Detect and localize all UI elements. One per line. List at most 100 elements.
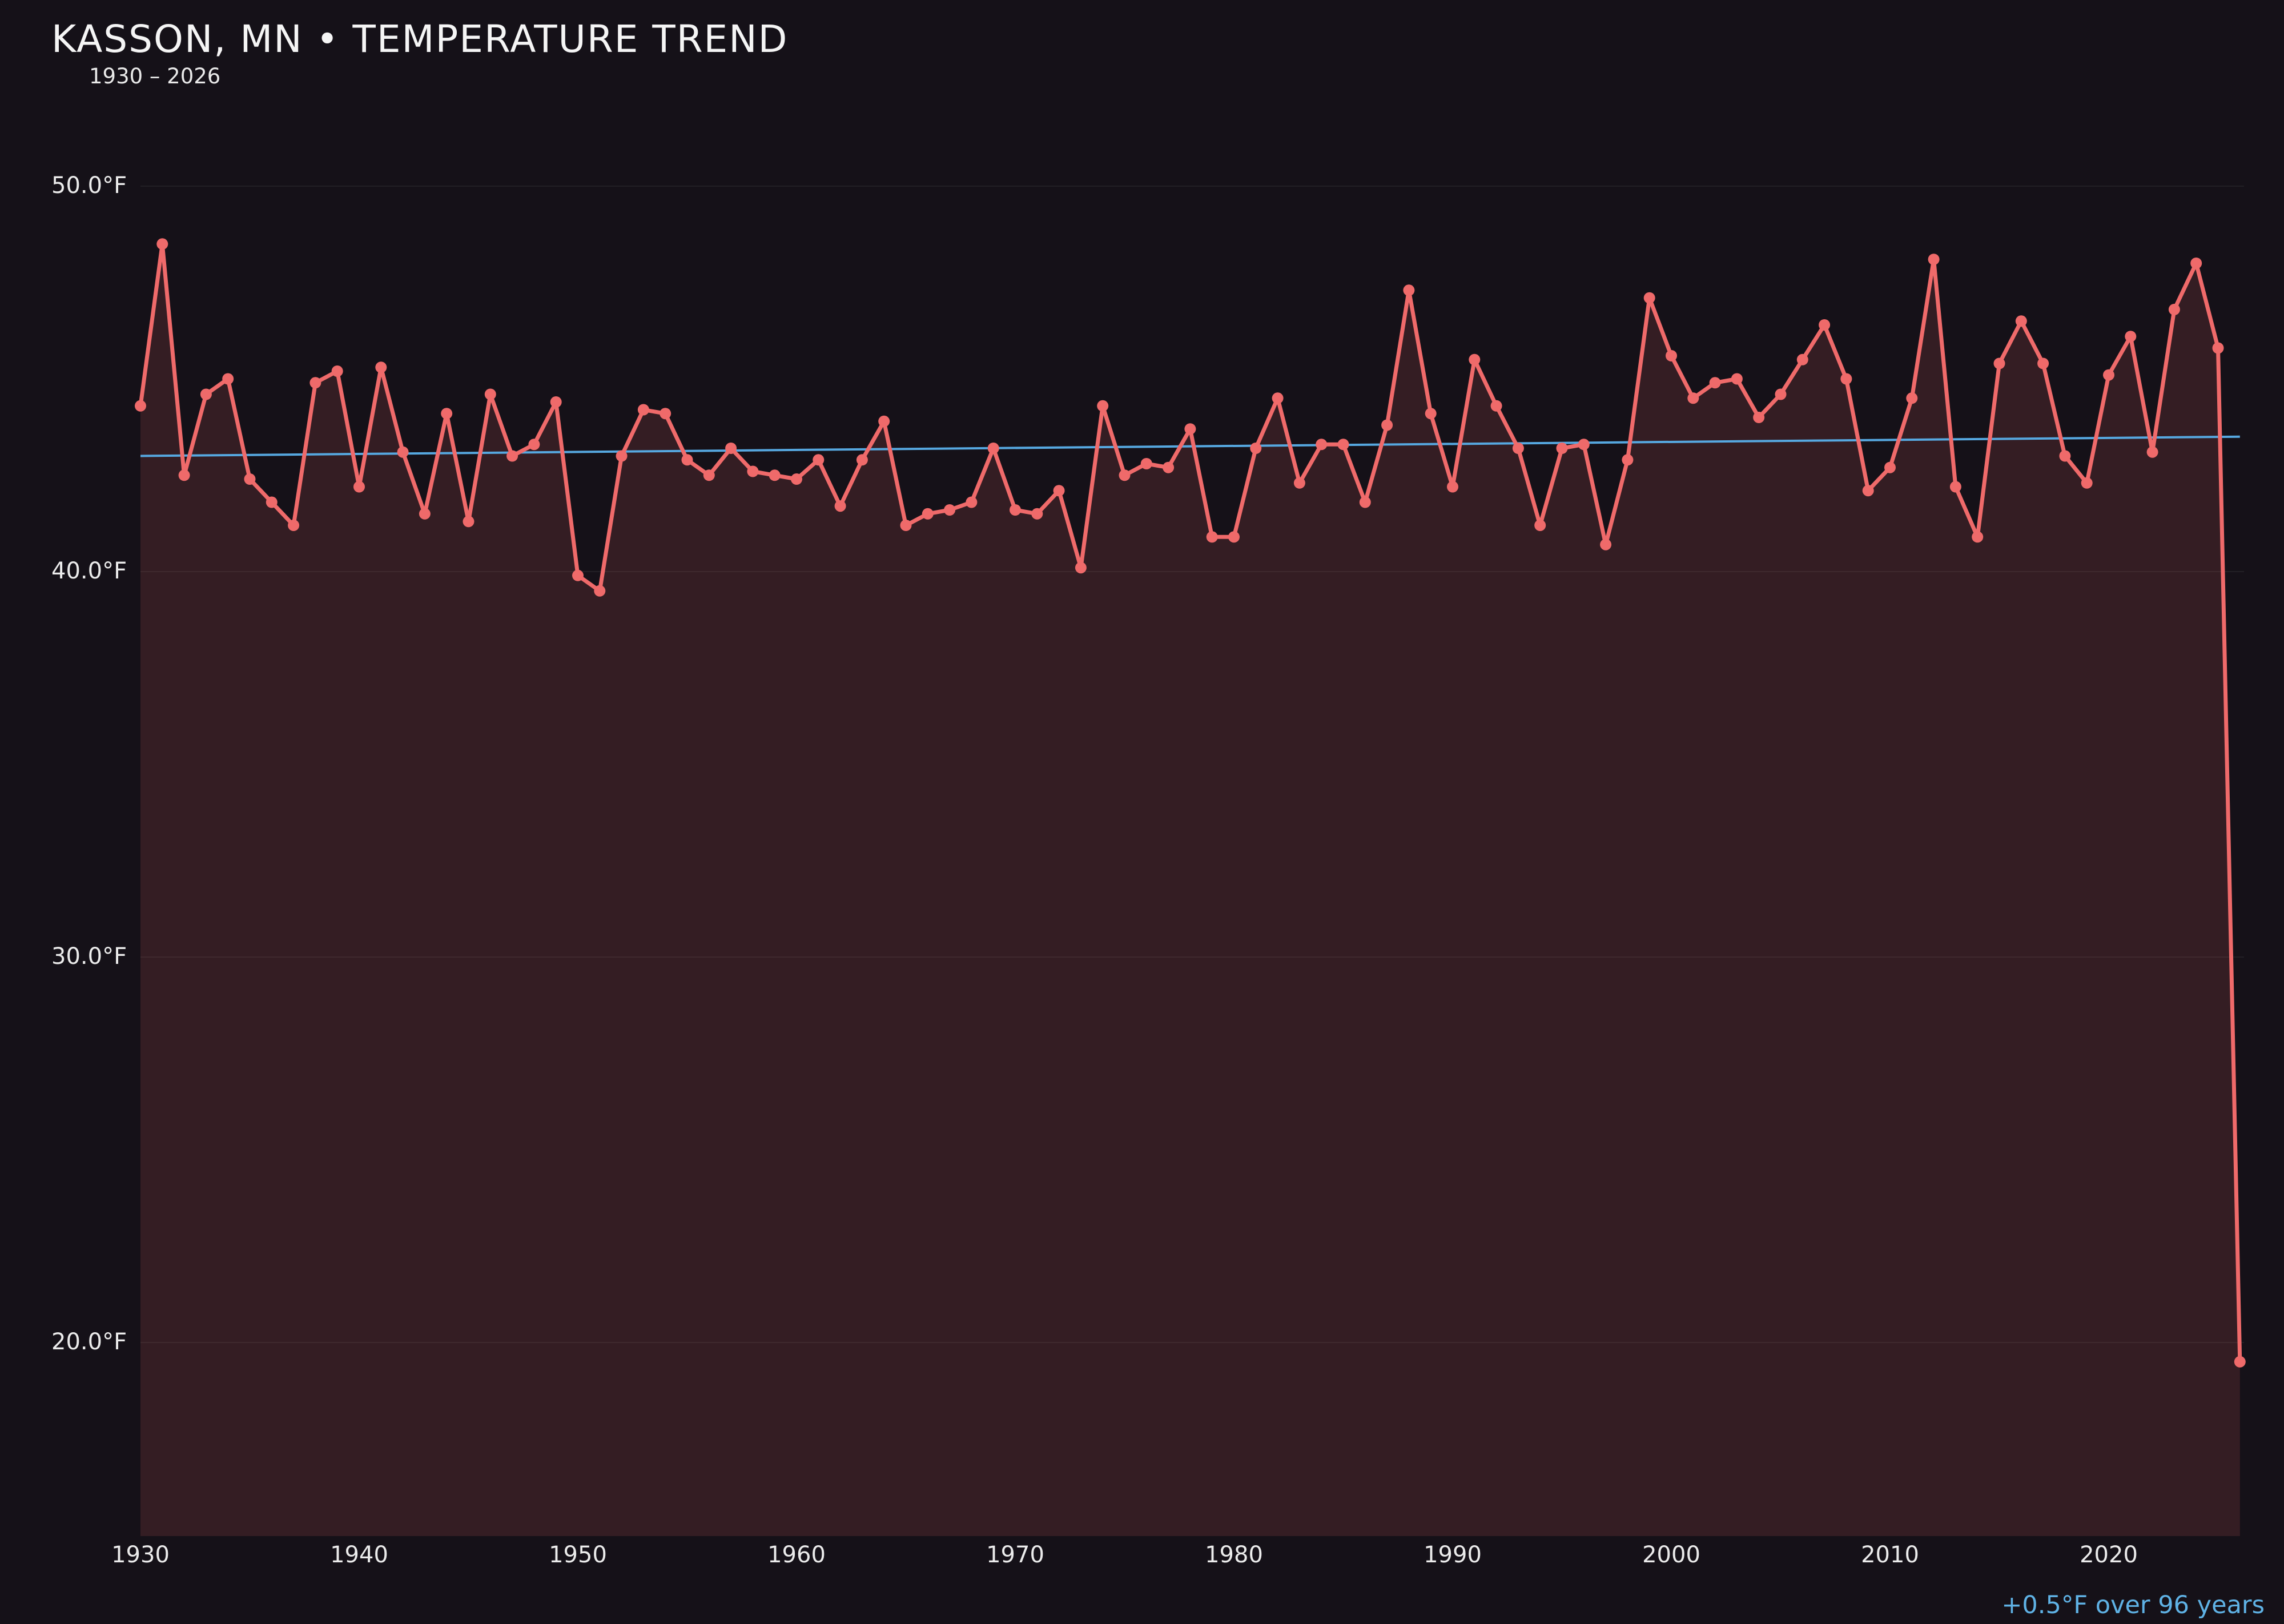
data-point: [135, 400, 146, 412]
data-point: [747, 465, 759, 477]
data-point: [1512, 443, 1524, 454]
x-tick-label: 1970: [986, 1542, 1044, 1568]
data-point: [1687, 392, 1699, 404]
data-point: [791, 473, 802, 485]
data-point: [1775, 388, 1787, 400]
data-point: [1359, 496, 1371, 508]
data-point: [1972, 531, 1984, 543]
gridlines: [140, 186, 2244, 1343]
data-point: [375, 361, 387, 373]
data-point: [1031, 508, 1043, 520]
x-tick-label: 1930: [111, 1542, 170, 1568]
data-point: [222, 373, 234, 385]
data-point: [1949, 481, 1961, 493]
data-point: [725, 443, 737, 454]
data-point: [266, 496, 278, 508]
data-point: [769, 469, 781, 481]
data-point: [1447, 481, 1458, 493]
x-tick-label: 2020: [2080, 1542, 2138, 1568]
data-point: [856, 454, 868, 466]
data-point: [1578, 439, 1590, 451]
data-point: [2037, 357, 2049, 369]
data-point: [463, 516, 475, 528]
data-point: [1053, 485, 1065, 497]
data-point: [2125, 331, 2137, 343]
data-point: [1184, 423, 1196, 435]
trend-line: [140, 435, 2240, 457]
temperature-area-fill: [140, 244, 2240, 1536]
data-point: [1993, 357, 2005, 369]
data-point: [1643, 292, 1655, 304]
data-point: [2146, 446, 2158, 458]
data-point: [681, 454, 693, 466]
y-tick-label: 20.0°F: [51, 1329, 127, 1355]
data-point: [1206, 531, 1218, 543]
temperature-points: [135, 238, 2246, 1368]
x-tick-label: 1940: [330, 1542, 388, 1568]
data-point: [397, 446, 409, 458]
data-point: [1556, 443, 1568, 454]
data-point: [1272, 392, 1284, 404]
data-point: [616, 450, 628, 462]
data-point: [1337, 439, 1349, 451]
data-point: [1906, 392, 1918, 404]
data-point: [572, 569, 584, 581]
x-tick-label: 1990: [1424, 1542, 1482, 1568]
data-point: [1228, 531, 1240, 543]
data-point: [1403, 284, 1415, 296]
data-point: [966, 496, 978, 508]
data-point: [813, 454, 825, 466]
data-point: [1534, 520, 1546, 531]
data-point: [834, 500, 846, 512]
data-point: [1097, 400, 1109, 412]
data-point: [244, 473, 256, 485]
x-tick-label: 2010: [1861, 1542, 1919, 1568]
data-point: [550, 396, 562, 408]
data-point: [900, 520, 912, 531]
data-point: [1293, 477, 1305, 489]
x-tick-label: 1950: [549, 1542, 607, 1568]
data-point: [703, 469, 715, 481]
data-point: [1381, 419, 1393, 431]
chart-title: KASSON, MN • TEMPERATURE TREND: [51, 17, 789, 61]
data-point: [1490, 400, 1502, 412]
data-point: [1425, 408, 1437, 420]
data-point: [2081, 477, 2093, 489]
data-point: [178, 469, 190, 481]
data-point: [1600, 538, 1612, 550]
x-tick-label: 1960: [767, 1542, 826, 1568]
data-point: [922, 508, 934, 520]
data-point: [484, 388, 496, 400]
data-point: [987, 443, 999, 454]
data-point: [1075, 562, 1087, 574]
data-point: [1753, 412, 1765, 423]
data-point: [1796, 353, 1808, 365]
data-point: [156, 238, 168, 250]
data-point: [944, 504, 956, 516]
data-point: [1840, 373, 1852, 385]
data-point: [353, 481, 365, 493]
data-point: [309, 377, 321, 389]
data-point: [2234, 1356, 2246, 1368]
data-point: [200, 388, 212, 400]
data-point: [1119, 469, 1131, 481]
data-point: [1709, 377, 1721, 389]
data-point: [441, 408, 453, 420]
chart-subtitle: 1930 – 2026: [89, 64, 221, 89]
data-point: [2168, 304, 2180, 315]
data-point: [1250, 443, 1262, 454]
data-point: [419, 508, 431, 520]
data-point: [2212, 342, 2224, 354]
data-point: [528, 439, 540, 451]
data-point: [1928, 254, 1940, 266]
data-point: [637, 404, 649, 416]
data-point: [1469, 353, 1481, 365]
data-point: [506, 450, 518, 462]
data-point: [1622, 454, 1634, 466]
data-point: [1862, 485, 1874, 497]
data-point: [660, 408, 671, 420]
data-point: [1316, 439, 1328, 451]
data-point: [288, 520, 300, 531]
